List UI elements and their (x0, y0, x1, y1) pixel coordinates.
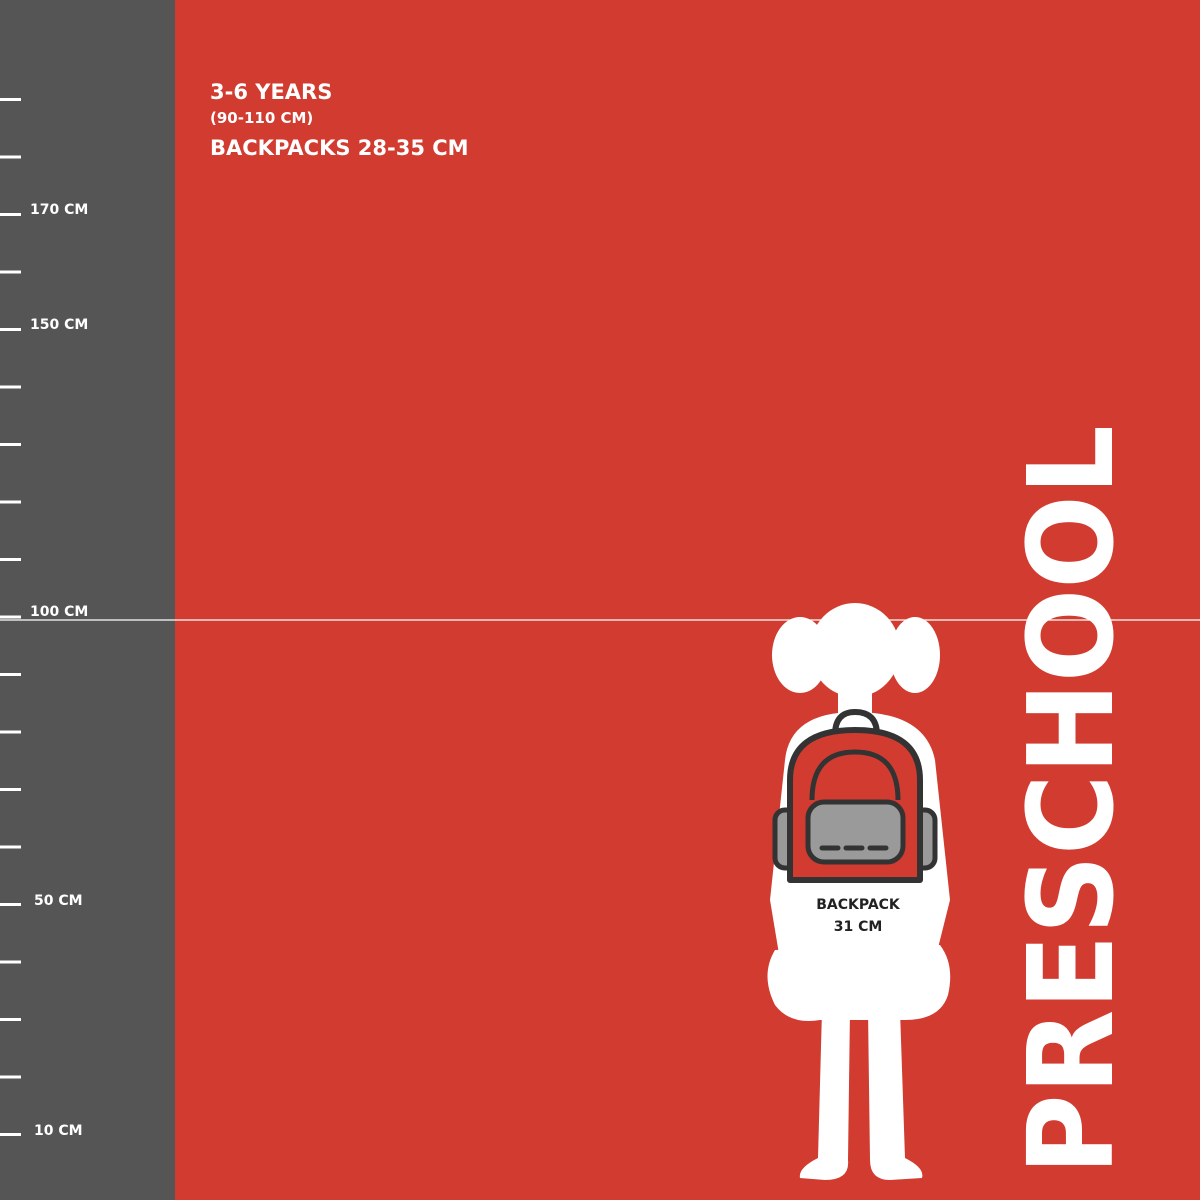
category-title: PRESCHOOL (1002, 425, 1140, 1175)
backpack-size: 31 CM (834, 919, 883, 935)
ruler-label: 10 CM (34, 1123, 83, 1139)
ruler-ticks (0, 98, 21, 1136)
ruler-label: 100 CM (30, 604, 88, 620)
ruler-label: 170 CM (30, 202, 88, 218)
height-range: (90-110 CM) (210, 109, 313, 127)
main-panel (175, 0, 1200, 1200)
ruler-panel (0, 0, 175, 1200)
ruler-label: 150 CM (30, 317, 88, 333)
backpack-icon (772, 708, 938, 883)
age-range: 3-6 YEARS (210, 80, 332, 104)
ruler-label: 50 CM (34, 893, 83, 909)
backpack-label: BACKPACK (816, 897, 901, 913)
backpack-range: BACKPACKS 28-35 CM (210, 136, 469, 160)
